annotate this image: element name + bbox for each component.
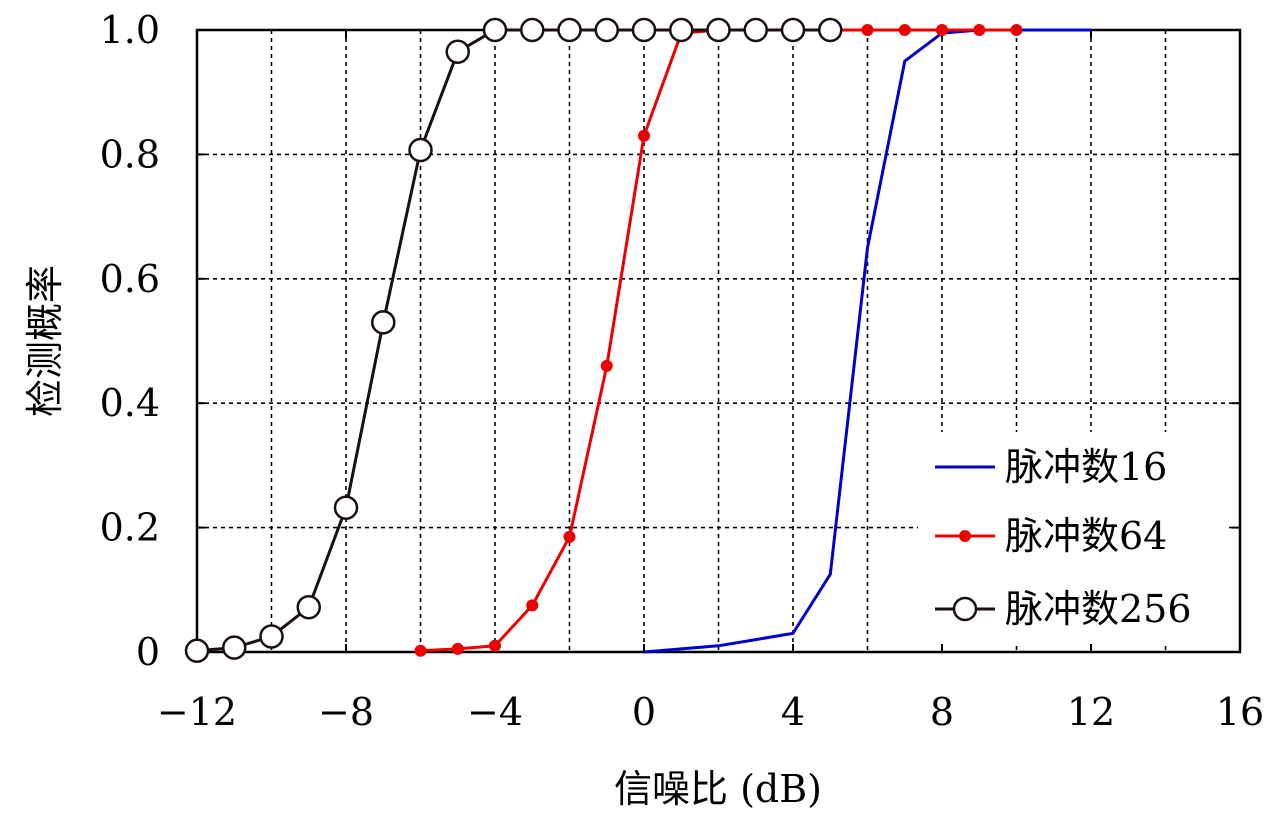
- data-point: [631, 17, 657, 43]
- data-point: [333, 495, 359, 520]
- y-tick-label: 0.8: [100, 132, 160, 176]
- y-axis-label: 检测概率: [23, 265, 67, 417]
- data-point: [296, 594, 321, 620]
- data-point: [669, 17, 694, 43]
- data-point: [259, 624, 284, 649]
- data-point: [600, 359, 613, 372]
- y-tick-label: 0.2: [100, 506, 160, 550]
- data-point: [563, 530, 576, 543]
- data-point: [780, 17, 806, 43]
- series-line: [196, 28, 831, 653]
- data-point: [706, 17, 731, 43]
- data-point: [482, 17, 508, 43]
- series-layer: [184, 17, 1091, 664]
- data-point: [557, 17, 582, 43]
- data-point: [743, 17, 768, 43]
- x-tick-label: 12: [1067, 690, 1115, 734]
- x-axis-label: 信噪比 (dB): [614, 767, 822, 811]
- y-tick-label: 0.6: [100, 257, 160, 301]
- x-tick-label: −12: [157, 690, 237, 734]
- x-tick-label: −4: [467, 690, 523, 734]
- data-point: [973, 24, 986, 36]
- y-tick-label: 0.4: [100, 381, 160, 425]
- data-point: [818, 17, 843, 43]
- y-tick-label: 0: [136, 630, 160, 674]
- x-tick-label: 0: [632, 690, 656, 734]
- data-point: [414, 644, 427, 657]
- data-point: [1010, 24, 1023, 36]
- legend-label: 脉冲数256: [1005, 587, 1192, 631]
- data-point: [526, 599, 539, 612]
- x-tick-label: −8: [318, 690, 374, 734]
- y-tick-label: 1.0: [100, 8, 160, 52]
- legend-label: 脉冲数16: [1005, 445, 1167, 489]
- grid-lines: [197, 30, 1240, 652]
- data-point: [371, 310, 396, 335]
- axis-ticks: −12 −8 −4 0 4 8 12 16 0 0.2 0.4 0.6 0.8 1.0: [100, 8, 1265, 734]
- legend: 脉冲数16 脉冲数64 脉冲数256: [918, 432, 1228, 642]
- data-point: [861, 24, 874, 36]
- x-tick-label: 8: [930, 690, 954, 734]
- series-3: [184, 17, 843, 664]
- x-tick-label: 4: [781, 690, 805, 734]
- data-point: [936, 24, 948, 36]
- legend-marker: [959, 530, 971, 542]
- legend-marker: [952, 596, 978, 622]
- data-point: [520, 17, 545, 43]
- data-point: [489, 639, 501, 652]
- data-point: [898, 24, 911, 36]
- data-point: [638, 129, 650, 142]
- x-tick-label: 16: [1216, 690, 1264, 734]
- data-point: [594, 17, 619, 43]
- data-point: [451, 642, 464, 655]
- data-point: [408, 137, 433, 163]
- data-point: [184, 638, 210, 664]
- data-point: [445, 39, 470, 65]
- legend-label: 脉冲数64: [1005, 514, 1167, 558]
- data-point: [222, 635, 247, 660]
